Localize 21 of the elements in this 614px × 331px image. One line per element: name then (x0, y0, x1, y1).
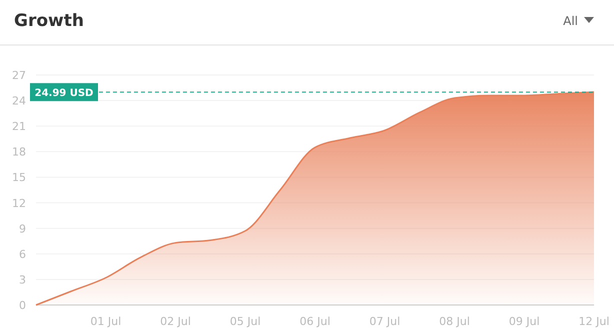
y-tick-label: 6 (19, 248, 26, 261)
x-tick-label: 07 Jul (369, 315, 400, 328)
y-tick-label: 3 (19, 273, 26, 286)
y-tick-label: 21 (12, 120, 26, 134)
chart-title: Growth (14, 11, 84, 31)
x-tick-label: 01 Jul (90, 315, 122, 328)
y-tick-label: 0 (19, 299, 26, 312)
x-tick-label: 12 Jul (578, 315, 610, 328)
y-tick-label: 9 (19, 222, 26, 236)
y-tick-label: 15 (12, 171, 26, 184)
y-tick-label: 12 (12, 196, 26, 210)
x-tick-label: 06 Jul (300, 315, 330, 328)
x-tick-label: 08 Jul (439, 315, 470, 328)
x-tick-label: 05 Jul (230, 315, 261, 328)
x-tick-label: 09 Jul (508, 315, 540, 328)
ref-line-label: 24.99 USD (34, 88, 94, 100)
text: All (563, 14, 578, 28)
x-tick-label: 02 Jul (160, 315, 191, 328)
y-tick-label: 24 (12, 94, 26, 108)
y-tick-label: 27 (12, 69, 26, 82)
y-tick-label: 18 (12, 146, 26, 159)
